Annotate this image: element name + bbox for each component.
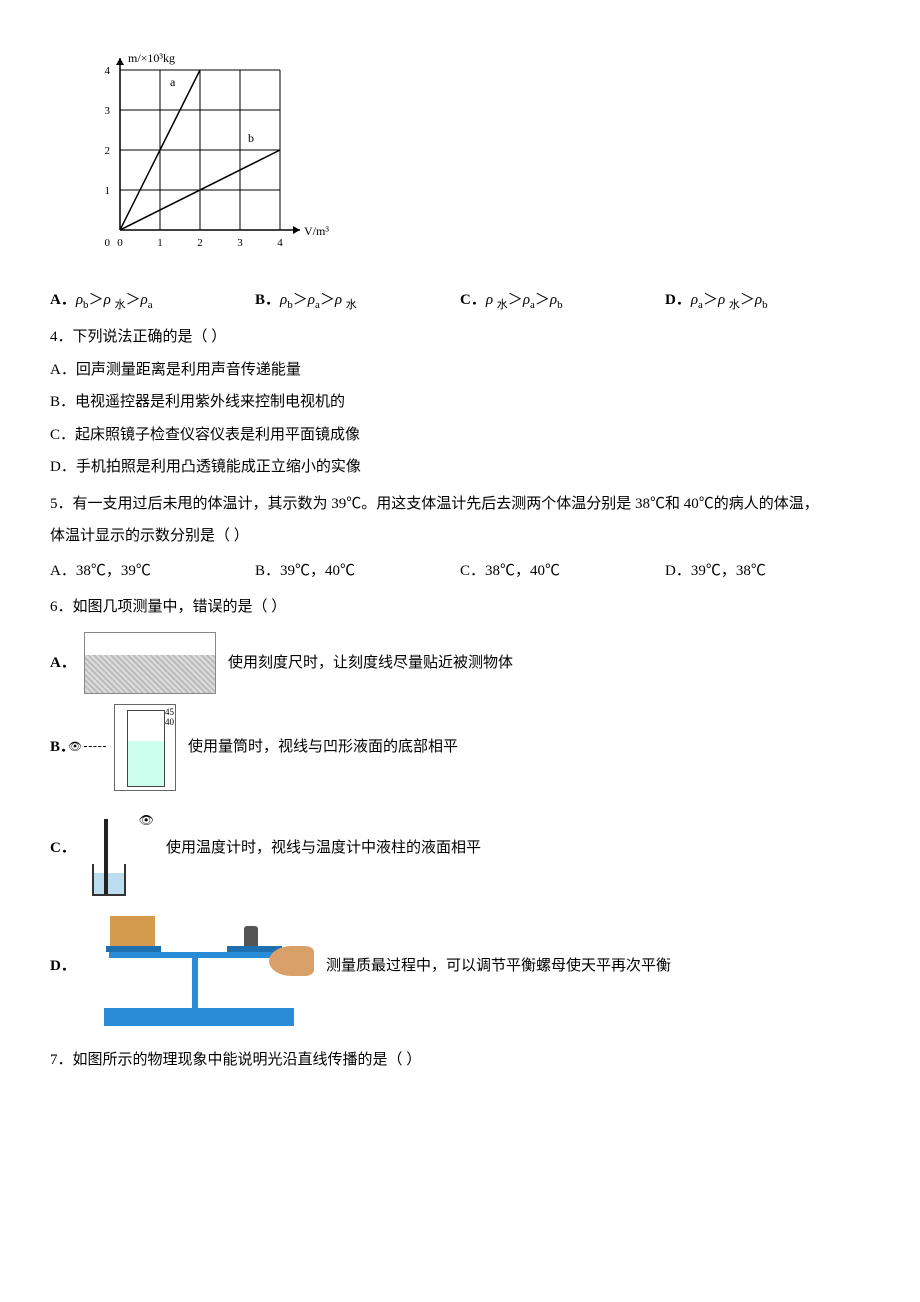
q6-stem: 6．如图几项测量中，错误的是（ ） [50,593,870,622]
q3-opt-c[interactable]: C．ρ 水＞ρa＞ρb [460,286,665,316]
chart-svg: 0 1 2 3 4 1 2 3 4 0 V/m³ m/×10³kg a b [80,50,340,260]
q3-options: A．ρb＞ρ 水＞ρa B．ρb＞ρa＞ρ 水 C．ρ 水＞ρa＞ρb D．ρa… [50,286,870,316]
svg-text:V/m³: V/m³ [304,224,329,238]
q6-a-letter: A． [50,649,72,678]
svg-text:2: 2 [197,237,203,249]
svg-text:1: 1 [105,185,111,197]
q6-d-text: 测量质最过程中，可以调节平衡螺母使天平再次平衡 [326,952,671,981]
svg-text:a: a [170,75,176,89]
svg-text:1: 1 [157,237,163,249]
q5-stem-1: 5．有一支用过后未甩的体温计，其示数为 39℃。用这支体温计先后去测两个体温分别… [50,490,870,519]
q6-b-text: 使用量筒时，视线与凹形液面的底部相平 [188,733,458,762]
svg-text:b: b [248,131,254,145]
q4-opt-d[interactable]: D．手机拍照是利用凸透镜能成正立缩小的实像 [50,453,870,482]
q6-opt-a[interactable]: A． 使用刻度尺时，让刻度线尽量贴近被测物体 [50,632,870,694]
svg-text:0: 0 [117,237,123,249]
q6-c-letter: C． [50,834,72,863]
q4-opt-b[interactable]: B．电视遥控器是利用紫外线来控制电视机的 [50,388,870,417]
q5-opt-d[interactable]: D．39℃，38℃ [665,557,870,586]
q5-stem-2: 体温计显示的示数分别是（ ） [50,522,870,551]
svg-text:3: 3 [105,105,111,117]
q5-opt-b[interactable]: B．39℃，40℃ [255,557,460,586]
balance-scale-icon [84,906,314,1026]
q6-opt-b[interactable]: B． 使用量筒时，视线与凹形液面的底部相平 [50,704,870,791]
svg-text:4: 4 [105,65,111,77]
q3-opt-d[interactable]: D．ρa＞ρ 水＞ρb [665,286,870,316]
svg-text:2: 2 [105,145,111,157]
q3-opt-a[interactable]: A．ρb＞ρ 水＞ρa [50,286,255,316]
q4-opt-c[interactable]: C．起床照镜子检查仪容仪表是利用平面镜成像 [50,421,870,450]
svg-text:3: 3 [237,237,243,249]
cylinder-group [84,704,176,791]
q6-opt-c[interactable]: C． 👁 使用温度计时，视线与温度计中液柱的液面相平 [50,801,870,896]
q4-opt-a[interactable]: A．回声测量距离是利用声音传递能量 [50,356,870,385]
svg-text:4: 4 [277,237,283,249]
thermometer-icon: 👁 [84,801,154,896]
svg-text:m/×10³kg: m/×10³kg [128,51,175,65]
graduated-cylinder-icon [114,704,176,791]
q5-options: A．38℃，39℃ B．39℃，40℃ C．38℃，40℃ D．39℃，38℃ [50,557,870,586]
q6-opt-d[interactable]: D． 测量质最过程中，可以调节平衡螺母使天平再次平衡 [50,906,870,1026]
q6-c-text: 使用温度计时，视线与温度计中液柱的液面相平 [166,834,481,863]
q5-opt-a[interactable]: A．38℃，39℃ [50,557,255,586]
q3-opt-b[interactable]: B．ρb＞ρa＞ρ 水 [255,286,460,316]
q5-opt-c[interactable]: C．38℃，40℃ [460,557,665,586]
ruler-icon [84,632,216,694]
q4-stem: 4．下列说法正确的是（ ） [50,323,870,352]
svg-text:0: 0 [105,237,111,249]
q6-a-text: 使用刻度尺时，让刻度线尽量贴近被测物体 [228,649,513,678]
q7-stem: 7．如图所示的物理现象中能说明光沿直线传播的是（ ） [50,1046,870,1075]
eye-arrow-icon [84,740,112,754]
q6-d-letter: D． [50,952,72,981]
density-chart: 0 1 2 3 4 1 2 3 4 0 V/m³ m/×10³kg a b [80,50,870,271]
